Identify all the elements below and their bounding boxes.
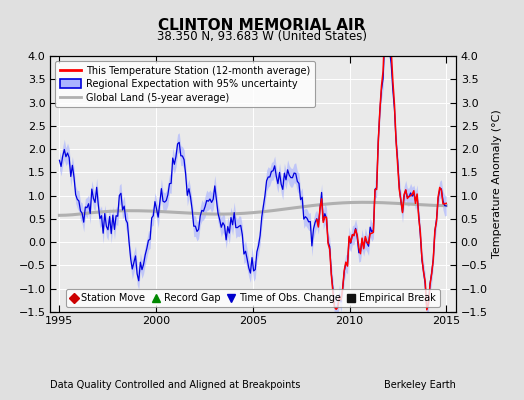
Text: CLINTON MEMORIAL AIR: CLINTON MEMORIAL AIR <box>158 18 366 33</box>
Legend: Station Move, Record Gap, Time of Obs. Change, Empirical Break: Station Move, Record Gap, Time of Obs. C… <box>66 289 440 307</box>
Text: 38.350 N, 93.683 W (United States): 38.350 N, 93.683 W (United States) <box>157 30 367 43</box>
Text: Berkeley Earth: Berkeley Earth <box>384 380 456 390</box>
Text: Data Quality Controlled and Aligned at Breakpoints: Data Quality Controlled and Aligned at B… <box>50 380 300 390</box>
Y-axis label: Temperature Anomaly (°C): Temperature Anomaly (°C) <box>492 110 502 258</box>
